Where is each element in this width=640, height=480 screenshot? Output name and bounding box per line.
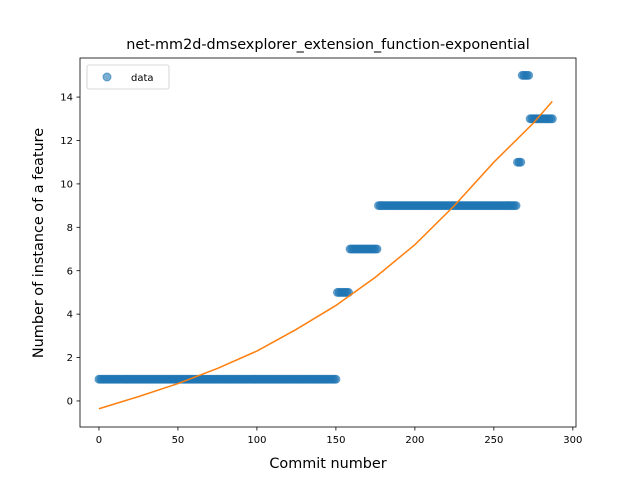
data-point xyxy=(524,70,534,80)
y-axis-label: Number of instance of a feature xyxy=(31,128,47,358)
x-tick-label: 150 xyxy=(326,435,345,446)
legend-marker xyxy=(102,72,112,82)
x-tick-label: 0 xyxy=(96,435,102,446)
legend-label: data xyxy=(131,73,154,84)
x-tick-label: 50 xyxy=(172,435,185,446)
y-tick-label: 14 xyxy=(60,93,73,104)
x-tick-label: 300 xyxy=(563,435,582,446)
data-point xyxy=(372,244,382,254)
axes: 0 50 100 150 200 250 300 0 2 4 6 8 10 12 14 xyxy=(60,57,582,446)
legend: data xyxy=(86,64,170,90)
data-point xyxy=(547,114,557,124)
y-tick-label: 12 xyxy=(60,136,73,147)
fit-line xyxy=(98,100,553,410)
x-axis-label: Commit number xyxy=(269,456,386,472)
legend-box xyxy=(86,64,170,90)
x-tick-label: 250 xyxy=(484,435,503,446)
x-tick-label: 100 xyxy=(247,435,266,446)
plot-area xyxy=(94,70,557,410)
data-point xyxy=(331,374,341,384)
plot-frame xyxy=(79,57,577,428)
y-tick-label: 8 xyxy=(67,223,73,234)
y-tick-label: 2 xyxy=(67,353,73,364)
data-point xyxy=(516,157,526,167)
chart-title: net-mm2d-dmsexplorer_extension_function-… xyxy=(126,37,530,53)
y-tick-label: 0 xyxy=(67,397,73,408)
y-tick-label: 10 xyxy=(60,179,73,190)
y-tick-label: 6 xyxy=(67,266,73,277)
data-point xyxy=(511,201,521,211)
x-tick-label: 200 xyxy=(405,435,424,446)
y-tick-label: 4 xyxy=(67,310,73,321)
